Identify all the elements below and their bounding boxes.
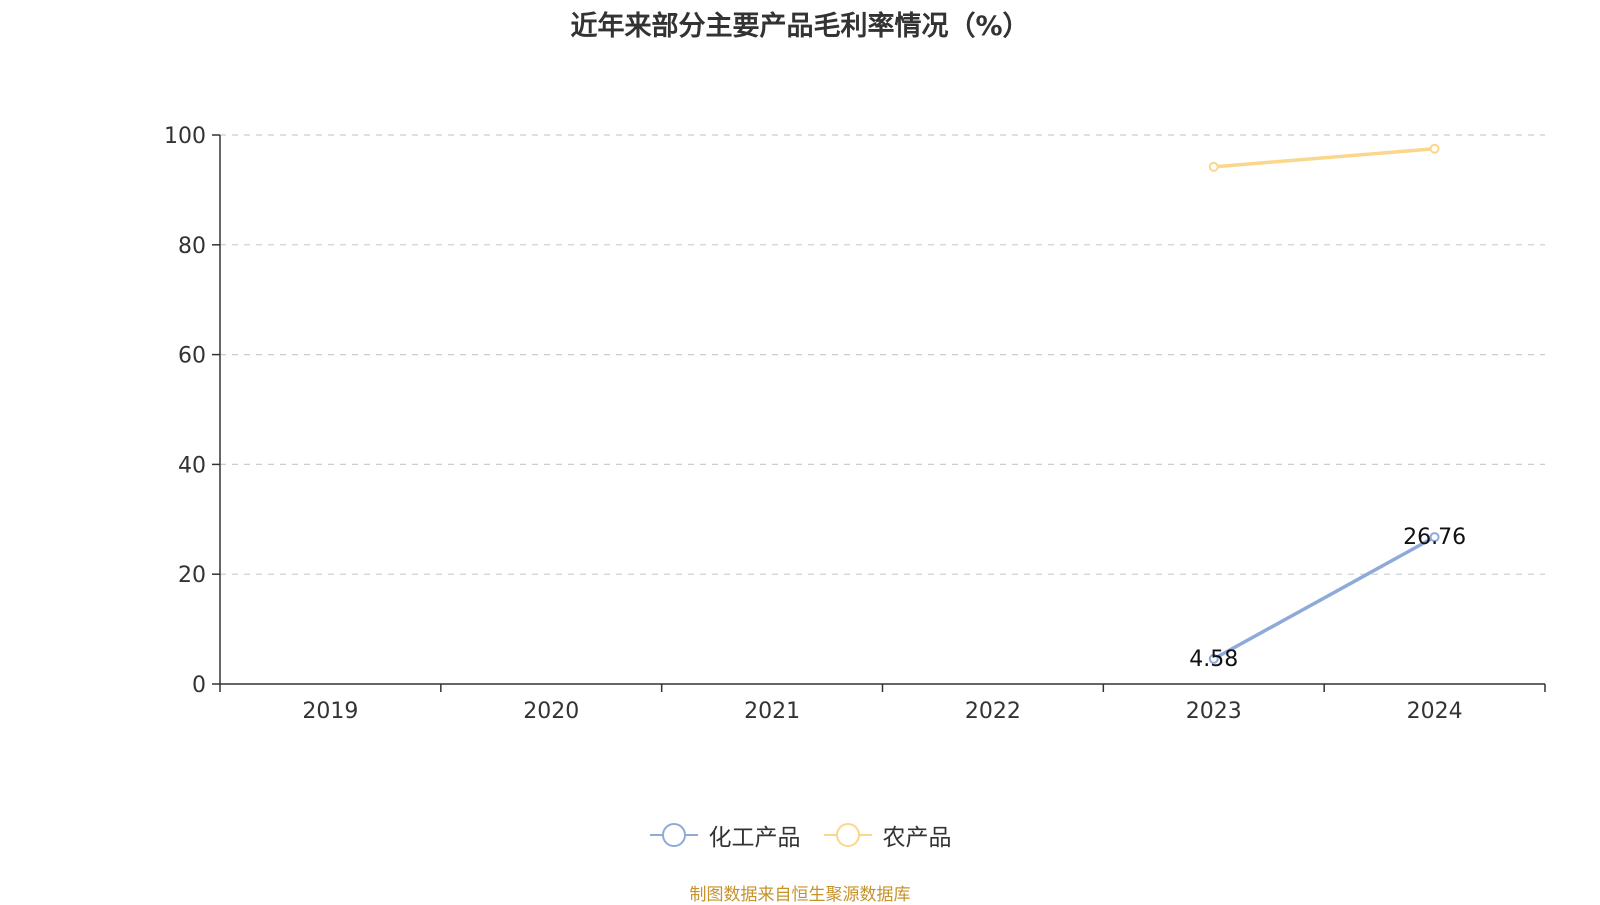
- data-label: 4.58: [1189, 647, 1238, 672]
- data-labels: 4.58 26.76: [1189, 525, 1466, 672]
- series-lines: [1208, 143, 1440, 664]
- x-tick-label: 2022: [965, 699, 1021, 724]
- source-note: 制图数据来自恒生聚源数据库: [689, 885, 911, 905]
- legend-label: 化工产品: [708, 825, 801, 851]
- y-tick-label: 40: [178, 453, 206, 478]
- data-point: [1429, 143, 1440, 154]
- x-tick-label: 2021: [744, 699, 800, 724]
- data-label: 26.76: [1403, 525, 1466, 550]
- grid-lines: [220, 134, 1545, 575]
- y-tick-label: 100: [164, 124, 206, 149]
- data-point: [1429, 532, 1440, 543]
- x-tick-label: 2024: [1407, 699, 1463, 724]
- legend-marker-icon: [649, 823, 698, 847]
- y-tick-label: 80: [178, 234, 206, 259]
- y-tick-label: 20: [178, 563, 206, 588]
- legend-item-1[interactable]: 化工产品: [649, 818, 801, 852]
- data-point: [1208, 653, 1219, 664]
- series-line-2: [1213, 146, 1435, 169]
- legend-label: 农产品: [882, 825, 952, 851]
- x-tick-label: 2020: [523, 699, 579, 724]
- axes: 0 20 40 60 80 100 2019 2020 2021 2022 2023 2024: [164, 124, 1546, 724]
- x-tick-label: 2023: [1186, 699, 1242, 724]
- legend: 化工产品 农产品: [0, 818, 1600, 852]
- x-tick-label: 2019: [302, 699, 358, 724]
- legend-item-2[interactable]: 农产品: [823, 818, 952, 852]
- data-point: [1208, 161, 1219, 172]
- y-tick-label: 60: [178, 344, 206, 369]
- chart-title: 近年来部分主要产品毛利率情况（%）: [570, 11, 1030, 42]
- legend-marker-icon: [823, 823, 872, 847]
- y-tick-label: 0: [192, 673, 206, 698]
- series-line-1: [1212, 535, 1436, 661]
